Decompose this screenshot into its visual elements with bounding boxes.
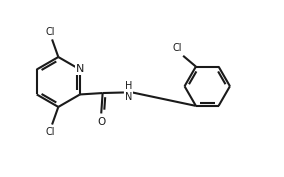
Text: H
N: H N — [125, 81, 133, 102]
Text: Cl: Cl — [45, 127, 55, 137]
Text: N: N — [76, 64, 84, 74]
Text: Cl: Cl — [172, 43, 182, 53]
Text: Cl: Cl — [45, 27, 55, 37]
Text: O: O — [97, 117, 105, 127]
